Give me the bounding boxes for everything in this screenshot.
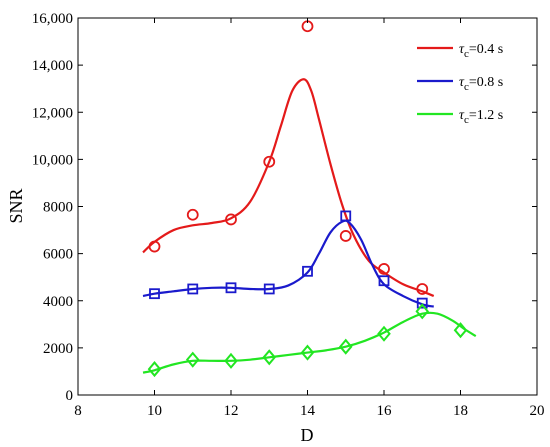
x-tick-label: 18 (453, 403, 468, 419)
y-axis-title: SNR (6, 188, 26, 223)
y-tick-label: 2000 (43, 341, 73, 357)
y-tick-label: 4000 (43, 294, 73, 310)
legend: τc=0.4 sτc=0.8 sτc=1.2 s (417, 42, 503, 126)
y-tick-label: 10,000 (32, 152, 73, 168)
series-2-data-point (416, 297, 428, 309)
series-2-data-point (225, 282, 237, 294)
legend-tau-symbol: τ (459, 108, 465, 123)
series-3-data-point (147, 361, 162, 378)
x-tick-label: 16 (377, 403, 393, 419)
y-tick-label: 14,000 (32, 58, 73, 74)
y-tick-label: 16,000 (32, 11, 73, 27)
series-3-data-point (377, 325, 391, 342)
axis-ticks: 8 10 12 14 16 18 20 0 2000 4000 6000 8000 10,000 12,0… (32, 11, 545, 419)
series-1-data-point (186, 208, 199, 221)
series-1-data-point (339, 230, 352, 242)
legend-value: =0.8 s (469, 75, 503, 90)
series-2-data-point (378, 275, 390, 287)
legend-tau-symbol: τ (459, 75, 465, 90)
legend-tau-symbol: τ (459, 42, 465, 57)
series-3-fit-line (142, 311, 477, 374)
legend-subscript: c (464, 114, 469, 126)
series-1-data-point (148, 240, 161, 253)
legend-subscript: c (464, 81, 469, 93)
series-1-data-point (225, 213, 237, 226)
series-1-data-point (378, 263, 390, 275)
x-tick-label: 20 (530, 403, 545, 419)
legend-subscript: c (464, 48, 469, 60)
series-3-data-point (300, 344, 315, 361)
legend-label-1: τc=0.4 s (459, 42, 503, 60)
x-tick-label: 8 (74, 403, 82, 419)
legend-label-2: τc=0.8 s (459, 75, 503, 93)
series-3-data-point (185, 351, 200, 368)
series-1-data-point (263, 155, 276, 168)
legend-value: =1.2 s (469, 108, 503, 123)
series-2-data-point (340, 210, 352, 222)
x-tick-label: 12 (224, 403, 239, 419)
series-3-data-point (415, 303, 430, 320)
y-tick-label: 6000 (43, 247, 73, 263)
x-tick-label: 10 (147, 403, 162, 419)
series-2-data-point (263, 283, 275, 295)
series-2-fit-line (142, 219, 434, 308)
series-3-data-point (338, 338, 353, 355)
series-3-data-point (262, 349, 277, 366)
series-1-data-point (416, 283, 429, 295)
series-3-data-point (224, 352, 238, 369)
series-2-data-point (187, 283, 199, 295)
legend-label-3: τc=1.2 s (459, 108, 503, 126)
y-tick-label: 0 (66, 388, 74, 404)
x-axis-title: D (301, 425, 314, 445)
plot-area (142, 20, 477, 378)
series-2-data-point (302, 265, 313, 277)
series-2-data-point (149, 288, 160, 300)
x-tick-label: 14 (300, 403, 316, 419)
y-tick-label: 12,000 (32, 105, 73, 121)
legend-value: =0.4 s (469, 42, 503, 57)
series-3-data-point (453, 322, 468, 339)
y-tick-label: 8000 (43, 200, 73, 216)
